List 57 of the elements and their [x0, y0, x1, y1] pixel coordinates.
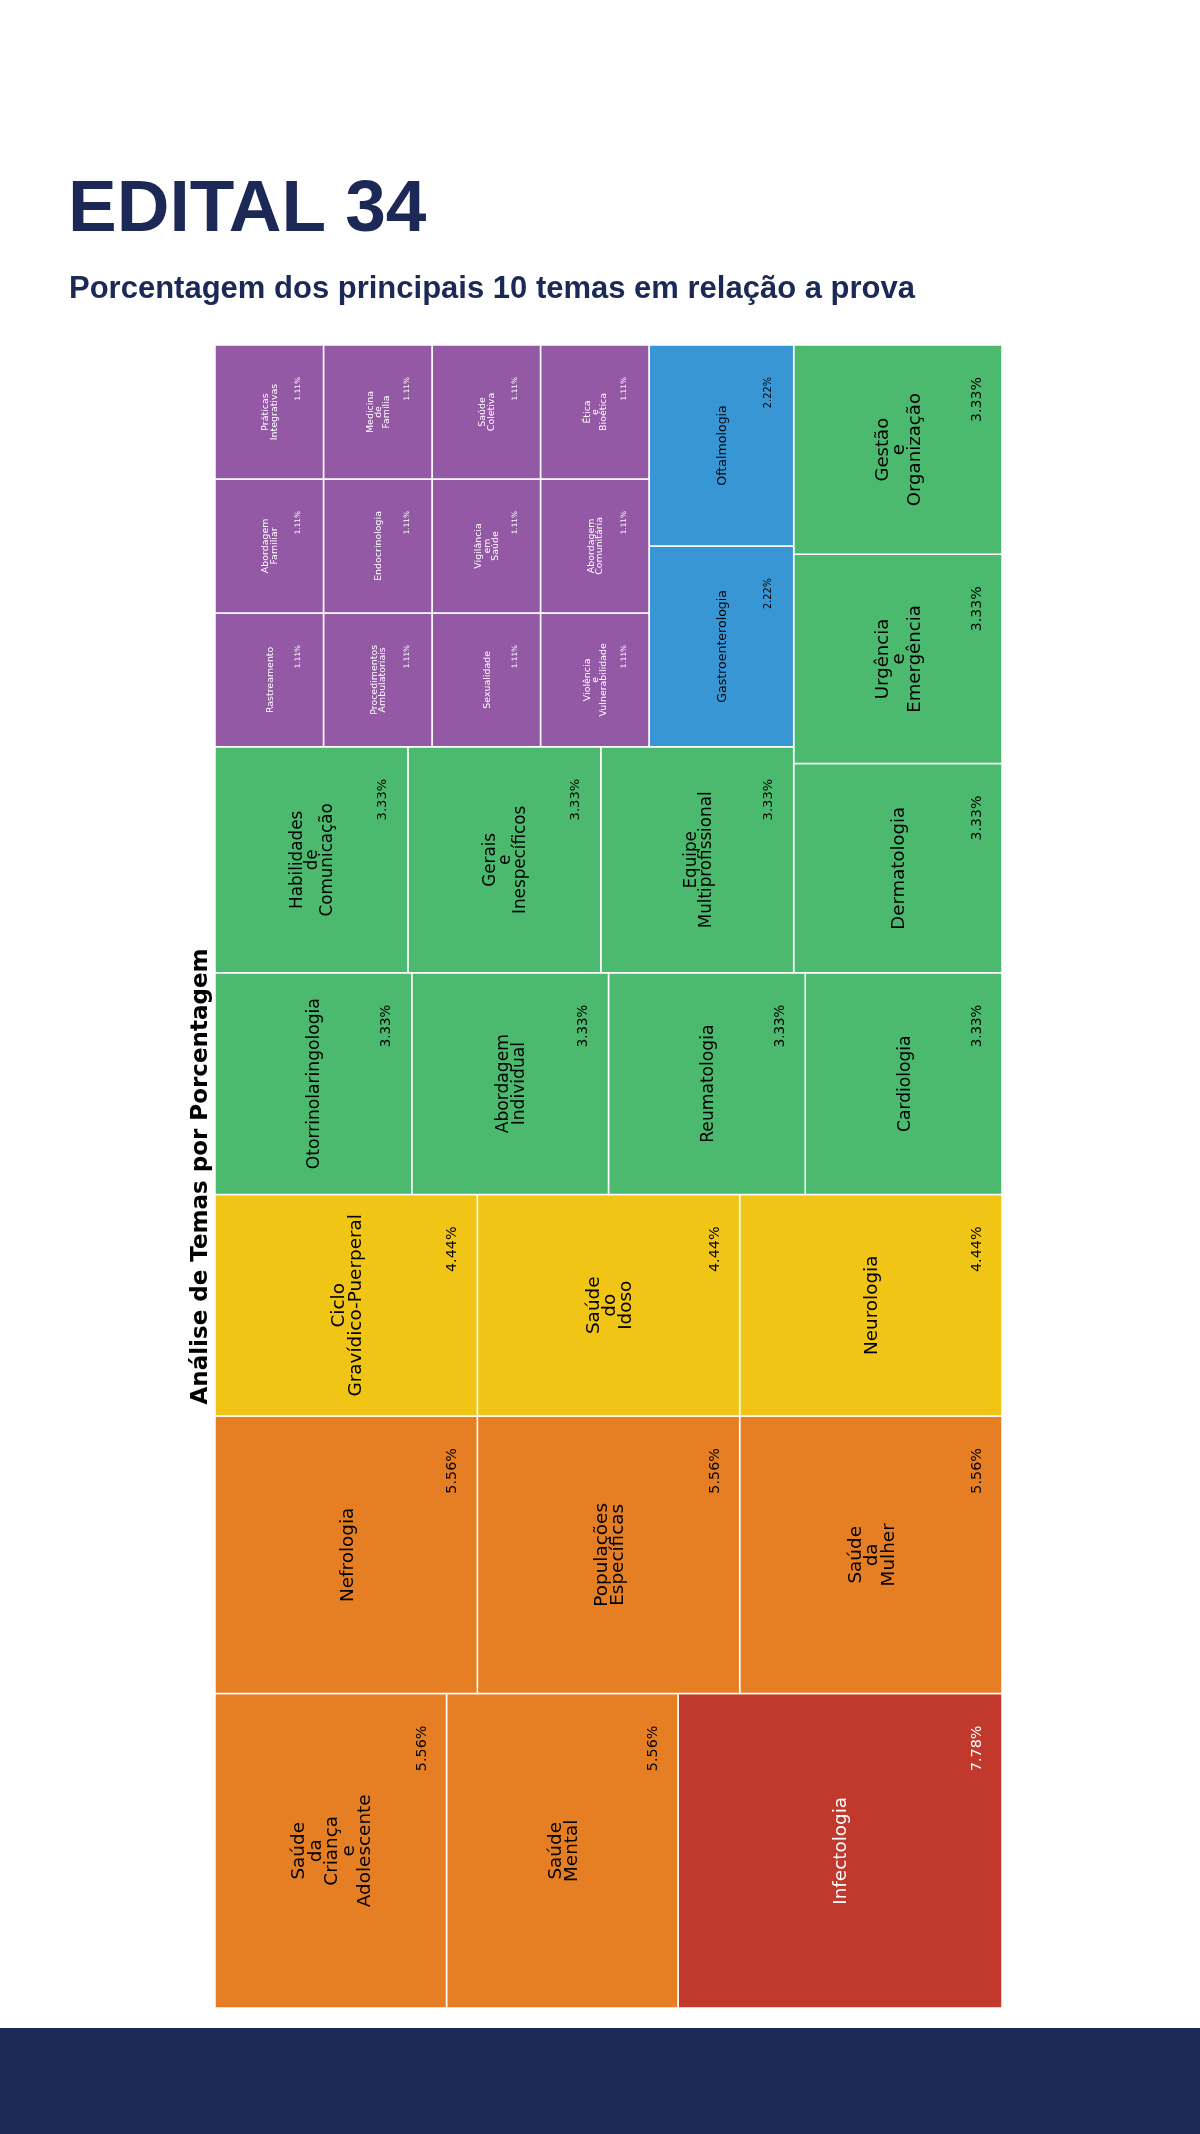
text: Análise de Temas por Porcentagem — [186, 948, 212, 1405]
category-label: Abordagem Familiar — [259, 518, 279, 574]
data-label: 3.33% — [760, 778, 776, 821]
text: EDITAL 34 — [68, 165, 427, 246]
category-label: Saúde da Mulher — [843, 1522, 898, 1587]
data-label: 3.33% — [967, 377, 984, 422]
data-label: 3.33% — [968, 1004, 984, 1048]
category-label: Populações Específicas — [589, 1502, 628, 1607]
category-label: Medicina de Família — [363, 390, 392, 434]
category-label: Vigilância em Saúde — [472, 523, 500, 569]
data-label: 3.33% — [771, 1004, 787, 1048]
data-label: 2.22% — [762, 377, 774, 409]
text: Porcentagem dos principais 10 temas em relação a prova — [69, 270, 916, 305]
data-label: 3.33% — [378, 1004, 394, 1048]
category-label: Oftalmologia — [713, 405, 729, 486]
category-label: Rastreamento — [263, 646, 275, 714]
category-label: Saúde do Idoso — [581, 1276, 636, 1335]
category-label: Infectologia — [829, 1796, 851, 1905]
category-label: Saúde Mental — [543, 1819, 581, 1882]
category-label: Endocrinologia — [372, 511, 384, 581]
data-label: 5.56% — [644, 1725, 661, 1772]
data-label: 4.44% — [705, 1226, 722, 1273]
category-label: Ética e Bioética — [580, 393, 609, 431]
category-label: Gastroenterologia — [713, 589, 729, 703]
category-label: Procedimentos Ambulatoriais — [367, 644, 388, 715]
category-label: Urgência e Emergência — [871, 605, 925, 713]
data-label: 5.56% — [412, 1725, 429, 1772]
data-label: 3.33% — [374, 778, 390, 821]
category-label: Saúde da Criança e Adolescente — [287, 1794, 374, 1908]
data-label: 5.56% — [705, 1448, 722, 1494]
category-label: Dermatologia — [887, 806, 909, 930]
data-label: 7.78% — [968, 1725, 985, 1772]
data-label: 2.22% — [762, 577, 774, 610]
category-label: Ciclo Gravídico-Puerperal — [327, 1214, 365, 1397]
data-label: 3.33% — [967, 586, 984, 632]
category-label: Violência e Vulnerabilidade — [580, 643, 609, 717]
category-label: Práticas Integrativas — [259, 383, 279, 441]
data-label: 3.33% — [567, 778, 583, 821]
category-label: Reumatologia — [696, 1024, 717, 1143]
data-label: 3.33% — [575, 1004, 591, 1048]
data-label: 5.56% — [968, 1448, 985, 1494]
category-label: Saúde Coletiva — [476, 392, 496, 432]
category-label: Equipe Multiprofissional — [679, 791, 715, 929]
category-label: Sexualidade — [480, 650, 492, 709]
data-label: 4.44% — [968, 1226, 985, 1273]
data-label: 3.33% — [967, 795, 984, 841]
category-label: Nefrologia — [335, 1507, 357, 1603]
category-label: Abordagem Comunitária — [584, 517, 605, 575]
category-label: Abordagem Individual — [492, 1034, 528, 1134]
data-label: 5.56% — [443, 1448, 460, 1494]
category-label: Otorrinolaringologia — [303, 998, 324, 1170]
category-label: Gestão e Organização — [871, 393, 925, 507]
category-label: Habilidades de Comunicação — [286, 803, 337, 917]
category-label: Neurologia — [860, 1255, 882, 1356]
data-label: 4.44% — [443, 1226, 460, 1273]
category-label: Gerais e Inespecíficos — [479, 805, 530, 914]
category-label: Cardiologia — [893, 1035, 914, 1132]
